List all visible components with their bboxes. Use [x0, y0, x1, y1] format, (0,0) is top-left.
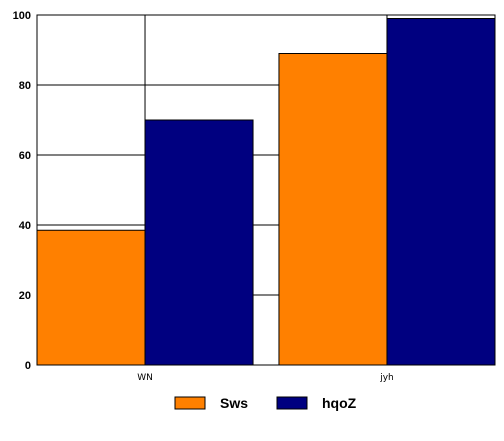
x-axis-ticks: WN jyh: [137, 373, 394, 383]
legend-swatch-Sws: [174, 396, 206, 410]
legend-label-Sws: Sws: [220, 395, 248, 411]
y-tick-label: 0: [25, 360, 31, 372]
bar-Sws-jyh: [278, 53, 388, 366]
x-tick-label: WN: [137, 373, 153, 383]
y-tick-label: 60: [19, 150, 31, 162]
y-tick-label: 80: [19, 80, 31, 92]
legend-label-hqoZ: hqoZ: [322, 395, 357, 411]
bar-Sws-WN: [36, 229, 146, 366]
y-tick-label: 40: [19, 220, 31, 232]
bar-hqoZ-jyh: [386, 18, 496, 366]
y-axis-ticks: 0 20 40 60 80 100: [13, 10, 31, 372]
x-tick-label: jyh: [379, 373, 394, 383]
plot-frame: [36, 14, 496, 366]
bar-hqoZ-WN: [144, 119, 254, 366]
bars: [36, 18, 496, 366]
y-tick-label: 100: [13, 10, 31, 22]
legend: Sws hqoZ: [174, 395, 357, 411]
y-tick-label: 20: [19, 290, 31, 302]
legend-swatch-hqoZ: [276, 396, 308, 410]
